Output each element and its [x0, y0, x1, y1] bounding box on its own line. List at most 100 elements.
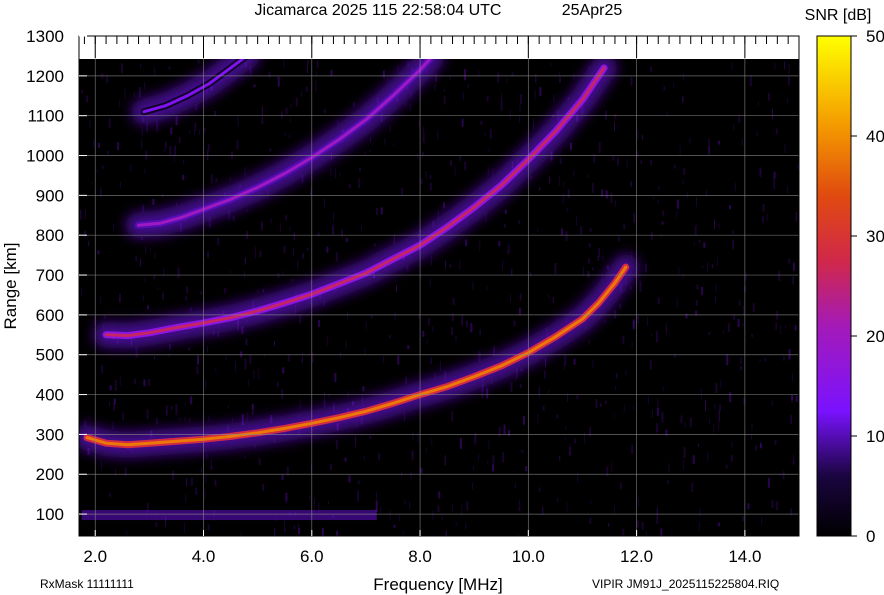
noise-speck — [374, 243, 376, 247]
noise-speck — [566, 207, 568, 212]
noise-speck — [606, 265, 609, 270]
noise-speck — [426, 448, 427, 453]
noise-speck — [740, 357, 742, 364]
y-tick-label: 400 — [36, 386, 64, 405]
noise-speck — [345, 340, 347, 349]
noise-speck — [692, 455, 695, 465]
noise-speck — [637, 313, 639, 319]
noise-speck — [452, 297, 455, 305]
noise-speck — [293, 232, 295, 241]
noise-speck — [575, 215, 577, 226]
noise-speck — [152, 198, 155, 205]
noise-speck — [204, 489, 206, 499]
noise-speck — [313, 501, 315, 511]
noise-speck — [261, 117, 264, 125]
noise-speck — [183, 522, 185, 533]
noise-speck — [324, 197, 326, 207]
noise-speck — [297, 259, 299, 269]
noise-speck — [559, 72, 561, 76]
noise-speck — [287, 354, 290, 362]
noise-speck — [727, 323, 730, 333]
noise-speck — [787, 76, 790, 86]
noise-speck — [568, 451, 571, 456]
noise-speck — [451, 503, 453, 512]
noise-speck — [514, 482, 516, 489]
noise-speck — [364, 151, 366, 156]
noise-speck — [232, 418, 233, 423]
noise-speck — [714, 403, 716, 410]
noise-speck — [519, 103, 521, 112]
noise-speck — [705, 399, 706, 411]
noise-speck — [462, 92, 464, 101]
noise-speck — [232, 215, 235, 221]
noise-speck — [444, 260, 446, 269]
noise-speck — [761, 216, 764, 224]
noise-speck — [208, 217, 211, 228]
noise-speck — [176, 201, 178, 206]
noise-speck — [228, 210, 231, 220]
noise-speck — [680, 415, 683, 424]
noise-speck — [179, 136, 181, 143]
noise-speck — [154, 252, 156, 259]
noise-speck — [501, 93, 502, 101]
x-tick-label: 2.0 — [83, 547, 107, 566]
noise-speck — [169, 343, 171, 350]
noise-speck — [254, 246, 256, 258]
noise-speck — [662, 210, 664, 216]
noise-speck — [743, 398, 746, 405]
noise-speck — [587, 174, 589, 179]
noise-speck — [545, 357, 546, 367]
noise-speck — [788, 258, 791, 264]
noise-speck — [676, 199, 679, 209]
noise-speck — [715, 295, 716, 303]
noise-speck — [310, 187, 312, 196]
echo-trace-1F — [85, 265, 628, 447]
noise-speck — [711, 264, 713, 269]
noise-speck — [786, 97, 788, 104]
noise-speck — [658, 185, 660, 191]
noise-speck — [489, 128, 492, 139]
noise-speck — [731, 441, 733, 448]
noise-speck — [164, 141, 167, 149]
noise-speck — [133, 92, 135, 98]
noise-speck — [229, 269, 231, 274]
noise-speck — [588, 65, 590, 70]
noise-speck — [157, 287, 159, 290]
noise-speck — [718, 421, 720, 431]
noise-speck — [335, 251, 338, 262]
noise-speck — [509, 109, 511, 120]
noise-speck — [772, 109, 773, 119]
noise-speck — [305, 86, 308, 92]
noise-speck — [185, 493, 187, 503]
noise-speck — [590, 500, 592, 505]
noise-speck — [444, 88, 445, 92]
noise-speck — [673, 354, 676, 358]
noise-speck — [326, 246, 329, 253]
noise-speck — [279, 223, 281, 233]
noise-speck — [662, 387, 664, 391]
noise-speck — [248, 379, 250, 387]
noise-speck — [747, 503, 750, 510]
noise-speck — [437, 505, 440, 513]
noise-speck — [210, 465, 213, 470]
noise-speck — [503, 424, 506, 435]
noise-speck — [170, 406, 173, 410]
noise-speck — [784, 144, 786, 154]
noise-speck — [109, 492, 112, 497]
noise-speck — [630, 76, 633, 86]
noise-speck — [332, 212, 334, 223]
noise-speck — [432, 510, 434, 520]
noise-speck — [404, 411, 405, 422]
noise-speck — [205, 474, 207, 483]
noise-speck — [101, 364, 104, 373]
noise-speck — [98, 142, 100, 148]
noise-speck — [205, 380, 207, 390]
noise-speck — [556, 318, 558, 321]
y-tick-label: 900 — [36, 186, 64, 205]
noise-speck — [316, 60, 319, 68]
noise-speck — [227, 405, 229, 409]
noise-speck — [397, 355, 400, 365]
noise-speck — [574, 438, 577, 444]
noise-speck — [601, 273, 603, 282]
noise-speck — [451, 313, 454, 322]
